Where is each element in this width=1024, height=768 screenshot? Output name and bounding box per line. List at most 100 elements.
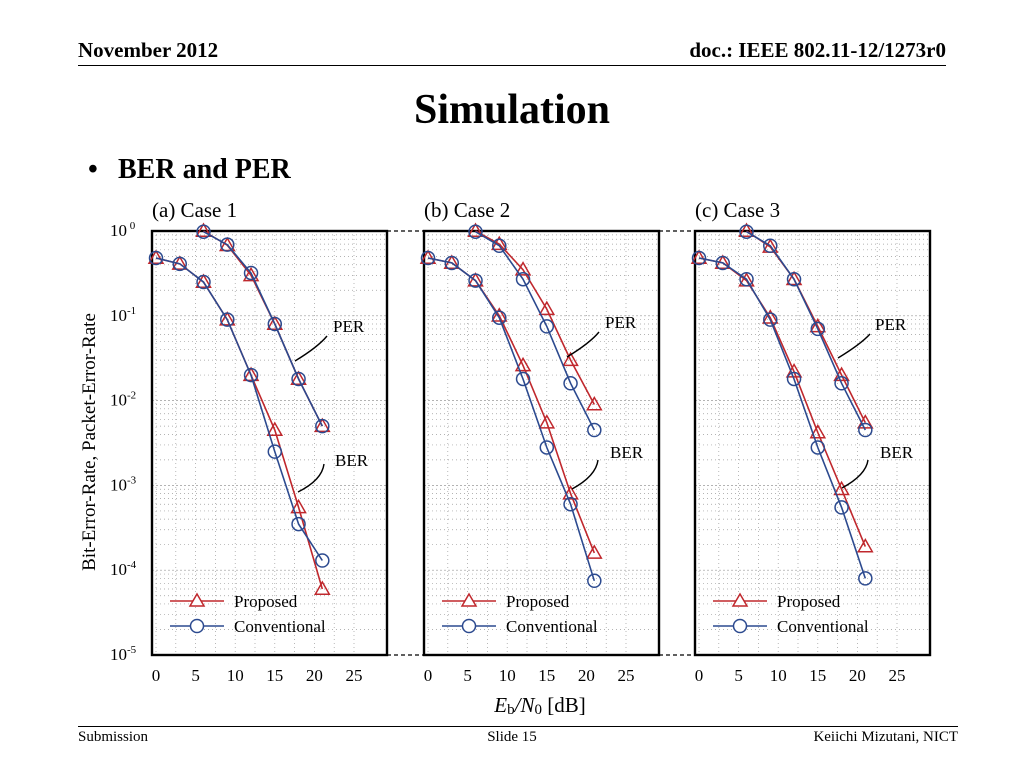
- data-point-circle: [810, 321, 826, 337]
- y-tick-exponent: -4: [127, 559, 137, 571]
- legend-label-conventional: Conventional: [234, 617, 326, 636]
- data-point-circle: [515, 271, 531, 287]
- annotation-per-bracket: [294, 335, 328, 362]
- data-point-triangle: [266, 421, 284, 437]
- data-point-circle: [267, 316, 283, 332]
- data-point-circle: [763, 238, 778, 253]
- chart-panels: (a) Case 1 0 5 10 15 20 25 PER BER Proposed Conven…: [147, 198, 932, 685]
- annotation-per-bracket: [837, 333, 871, 359]
- x-tick-label: 10: [227, 666, 244, 685]
- data-point-triangle: [586, 544, 603, 559]
- footer-slide-number: Slide 15: [487, 729, 537, 745]
- chart-case-3: (c) Case 3 0 5 10 15 20 25 PER BER Proposed Conven…: [690, 198, 932, 685]
- annotation-ber-bracket: [297, 463, 325, 493]
- data-point-triangle: [514, 356, 532, 372]
- data-point-circle: [810, 440, 826, 455]
- data-point-circle: [834, 376, 849, 391]
- data-point-triangle: [242, 266, 260, 282]
- y-tick-exponent: -3: [127, 474, 137, 486]
- x-label-sub-0: 0: [534, 702, 542, 718]
- series-ber-proposed: [690, 249, 874, 553]
- y-tick-label: 10-5: [110, 644, 137, 664]
- legend-label-proposed: Proposed: [777, 592, 841, 611]
- data-point-circle: [468, 273, 483, 288]
- x-tick-label: 15: [809, 666, 826, 685]
- data-point-circle: [148, 250, 164, 266]
- data-point-triangle: [314, 580, 331, 596]
- data-point-triangle: [467, 272, 484, 287]
- data-point-triangle: [195, 222, 212, 237]
- annotation-ber: BER: [880, 443, 914, 462]
- series-line: [155, 257, 323, 561]
- data-point-circle: [587, 422, 602, 438]
- footer-left: Submission: [78, 729, 149, 745]
- y-tick-label: 10-3: [110, 474, 137, 494]
- header-rule: [78, 65, 946, 66]
- y-tick-base: 10: [110, 391, 127, 410]
- y-tick-base: 10: [110, 645, 127, 664]
- annotation-ber: BER: [610, 443, 644, 462]
- x-tick-label: 0: [695, 666, 704, 685]
- x-axis-label: Eb/N0 [dB]: [493, 693, 585, 718]
- legend-marker-circle: [461, 618, 477, 634]
- x-tick-label: 20: [578, 666, 595, 685]
- data-point-circle: [196, 274, 211, 290]
- y-tick-base: 10: [110, 475, 127, 494]
- annotation-per: PER: [875, 315, 907, 334]
- x-tick-label: 25: [346, 666, 363, 685]
- series-ber-conventional: [691, 250, 873, 586]
- y-tick-label: 10-1: [110, 305, 136, 325]
- data-point-triangle: [586, 395, 603, 411]
- annotation-ber-bracket: [841, 459, 869, 489]
- data-point-triangle: [562, 485, 579, 500]
- series-per-conventional: [468, 224, 602, 438]
- annotation-per: PER: [605, 313, 637, 332]
- chart-title: (c) Case 3: [695, 198, 780, 222]
- y-tick-base: 10: [110, 560, 127, 579]
- series-per-conventional: [739, 224, 873, 438]
- legend-label-proposed: Proposed: [506, 592, 570, 611]
- bullet-item: • BER and PER: [88, 154, 291, 186]
- x-tick-label: 5: [463, 666, 472, 685]
- data-point-circle: [420, 250, 436, 266]
- data-point-triangle: [833, 480, 850, 496]
- legend-marker-triangle: [460, 592, 478, 607]
- plot-frame: [150, 229, 389, 657]
- x-tick-label: 15: [538, 666, 555, 685]
- header-date: November 2012: [78, 38, 219, 62]
- legend: Proposed Conventional: [442, 592, 598, 636]
- bullet-marker: •: [88, 154, 98, 185]
- data-point-triangle: [785, 270, 803, 286]
- series-per-proposed: [467, 222, 603, 411]
- bullet-text: BER and PER: [118, 154, 291, 185]
- series-ber-proposed: [147, 249, 331, 596]
- data-point-circle: [739, 271, 754, 287]
- y-tick-label: 10-4: [110, 559, 137, 579]
- footer-rule: [78, 726, 958, 727]
- data-point-triangle: [467, 222, 484, 237]
- data-point-circle: [763, 312, 778, 327]
- data-point-triangle: [738, 222, 755, 237]
- x-tick-label: 15: [266, 666, 283, 685]
- data-point-triangle: [242, 366, 260, 382]
- data-point-triangle: [314, 417, 331, 433]
- data-point-circle: [444, 255, 460, 271]
- x-tick-label: 20: [306, 666, 323, 685]
- data-point-circle: [492, 238, 507, 253]
- series-line: [427, 257, 596, 582]
- x-label-e: E: [493, 693, 507, 717]
- data-point-triangle: [809, 317, 827, 333]
- series-line: [698, 257, 867, 579]
- x-tick-label: 20: [849, 666, 866, 685]
- series-line: [746, 231, 867, 431]
- legend: Proposed Conventional: [170, 592, 326, 636]
- x-tick-label: 25: [618, 666, 635, 685]
- chart-title: (a) Case 1: [152, 198, 237, 222]
- x-tick-label: 0: [152, 666, 161, 685]
- data-point-circle: [243, 367, 259, 383]
- header-doc-id: doc.: IEEE 802.11-12/1273r0: [689, 38, 946, 62]
- data-point-circle: [691, 250, 707, 266]
- legend-label-conventional: Conventional: [777, 617, 869, 636]
- series-line: [203, 230, 324, 427]
